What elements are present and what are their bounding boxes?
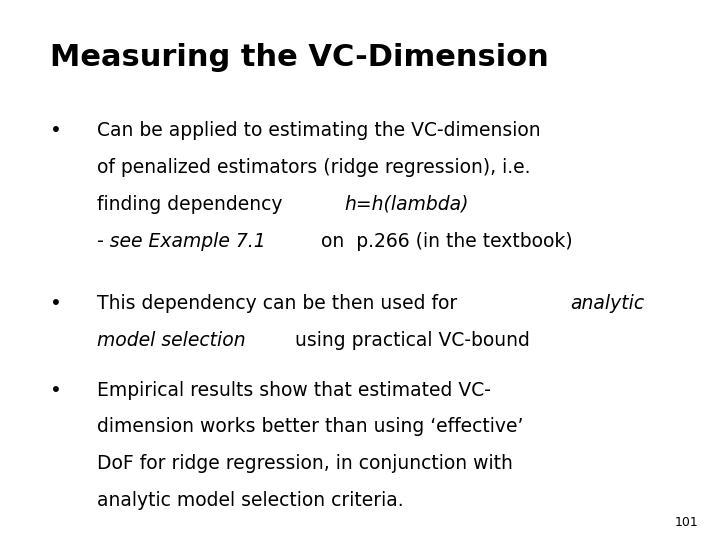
Text: h=h(lambda): h=h(lambda) [344, 195, 469, 214]
Text: 101: 101 [675, 516, 698, 529]
Text: Measuring the VC-Dimension: Measuring the VC-Dimension [50, 43, 549, 72]
Text: on  p.266 (in the textbook): on p.266 (in the textbook) [315, 232, 572, 251]
Text: using practical VC-bound: using practical VC-bound [289, 331, 530, 350]
Text: analytic model selection criteria.: analytic model selection criteria. [97, 491, 404, 510]
Text: analytic: analytic [570, 294, 644, 313]
Text: •: • [50, 122, 62, 140]
Text: - see Example 7.1: - see Example 7.1 [97, 232, 266, 251]
Text: DoF for ridge regression, in conjunction with: DoF for ridge regression, in conjunction… [97, 454, 513, 473]
Text: Can be applied to estimating the VC-dimension: Can be applied to estimating the VC-dime… [97, 122, 541, 140]
Text: •: • [50, 381, 62, 400]
Text: Empirical results show that estimated VC-: Empirical results show that estimated VC… [97, 381, 491, 400]
Text: model selection: model selection [97, 331, 246, 350]
Text: dimension works better than using ‘effective’: dimension works better than using ‘effec… [97, 417, 523, 436]
Text: This dependency can be then used for: This dependency can be then used for [97, 294, 464, 313]
Text: of penalized estimators (ridge regression), i.e.: of penalized estimators (ridge regressio… [97, 158, 531, 177]
Text: •: • [50, 294, 62, 313]
Text: finding dependency: finding dependency [97, 195, 289, 214]
